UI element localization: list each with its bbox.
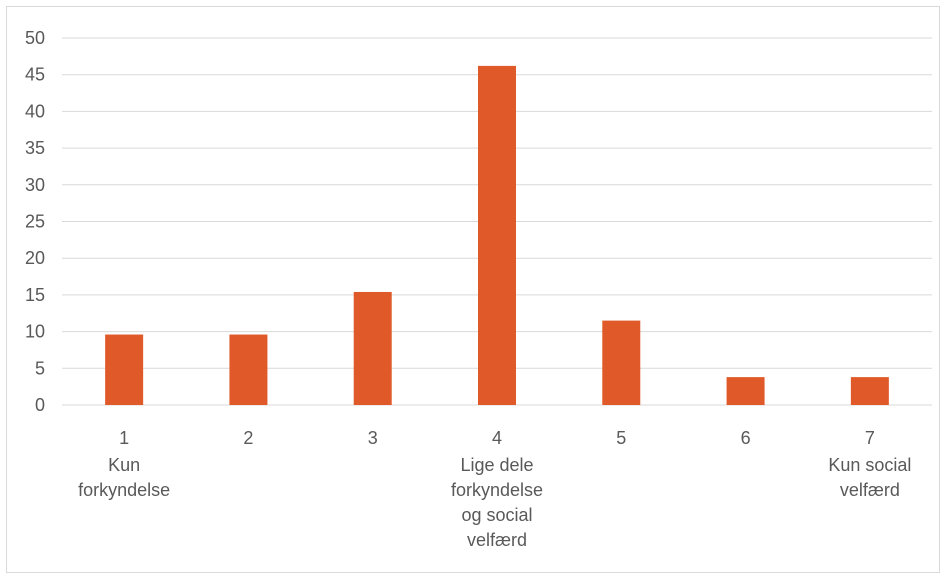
y-tick-label: 10 bbox=[25, 322, 45, 342]
bar-1 bbox=[105, 334, 144, 405]
x-tick-sublabel: forkyndelse bbox=[78, 480, 170, 500]
bar-7 bbox=[850, 377, 889, 405]
y-tick-label: 25 bbox=[25, 212, 45, 232]
bars bbox=[105, 65, 889, 405]
bar-3 bbox=[353, 291, 392, 405]
x-tick-label: 5 bbox=[616, 428, 626, 448]
x-tick-sublabel: velfærd bbox=[840, 480, 900, 500]
x-tick-sublabel: forkyndelse bbox=[451, 480, 543, 500]
chart-frame: 0 5 10 15 20 25 30 35 40 45 50 1 Kun forkyndelse 2 3 4 L… bbox=[6, 6, 940, 573]
y-tick-label: 50 bbox=[25, 28, 45, 48]
y-tick-label: 35 bbox=[25, 138, 45, 158]
y-tick-label: 40 bbox=[25, 101, 45, 121]
bar-chart: 0 5 10 15 20 25 30 35 40 45 50 1 Kun forkyndelse 2 3 4 L… bbox=[25, 28, 932, 550]
x-tick-label: 6 bbox=[741, 428, 751, 448]
bar-6 bbox=[726, 377, 765, 405]
x-tick-sublabel: velfærd bbox=[467, 530, 527, 550]
bar-2 bbox=[229, 334, 268, 405]
x-tick-label: 1 bbox=[119, 428, 129, 448]
y-tick-label: 5 bbox=[35, 358, 45, 378]
x-axis-labels: 1 Kun forkyndelse 2 3 4 Lige dele forkyndelse og… bbox=[78, 428, 911, 550]
y-tick-label: 30 bbox=[25, 175, 45, 195]
y-tick-label: 15 bbox=[25, 285, 45, 305]
y-tick-label: 20 bbox=[25, 248, 45, 268]
x-tick-label: 4 bbox=[492, 428, 502, 448]
bar-4 bbox=[478, 65, 516, 405]
y-axis-ticks: 0 5 10 15 20 25 30 35 40 45 50 bbox=[25, 28, 45, 415]
x-tick-label: 3 bbox=[368, 428, 378, 448]
x-tick-sublabel: Kun bbox=[108, 455, 140, 475]
x-tick-sublabel: Kun social bbox=[828, 455, 911, 475]
x-tick-sublabel: Lige dele bbox=[460, 455, 533, 475]
bar-5 bbox=[602, 320, 641, 405]
y-tick-label: 0 bbox=[35, 395, 45, 415]
y-tick-label: 45 bbox=[25, 65, 45, 85]
x-tick-label: 7 bbox=[865, 428, 875, 448]
x-tick-label: 2 bbox=[243, 428, 253, 448]
x-tick-sublabel: og social bbox=[461, 505, 532, 525]
